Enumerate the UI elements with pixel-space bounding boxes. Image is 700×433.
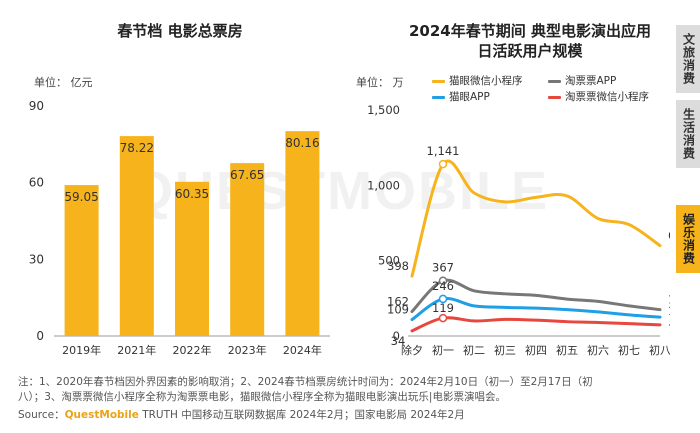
bar-value-label: 78.22 (120, 141, 154, 155)
legend-item-taopiao-app: 淘票票APP (548, 73, 616, 88)
legend-swatch (548, 79, 561, 83)
y-tick-label: 90 (29, 99, 44, 113)
x-tick-label: 初二 (463, 343, 485, 357)
data-label: 119 (432, 301, 454, 315)
data-label: 125 (668, 304, 670, 318)
data-label: 1,141 (427, 144, 460, 158)
x-tick-label: 2024年 (283, 343, 322, 357)
note-line-1: 注：1、2020年春节档因外界因素的影响取消；2、2024春节档票房统计时间为：… (18, 376, 593, 388)
source-prefix: Source： (18, 409, 65, 421)
series-line (410, 316, 662, 333)
legend-label: 淘票票APP (565, 75, 617, 87)
line-chart: 0 500 1,000 1,500 除夕 初一 初二 初三 初四 初五 初六 初七 初八 398 1,141… (367, 103, 670, 357)
legend-label: 淘票票微信小程序 (565, 91, 649, 103)
bar-chart-title: 春节档 电影总票房 (117, 22, 243, 40)
data-label: 175 (668, 293, 670, 307)
x-tick-label: 除夕 (401, 343, 423, 357)
x-tick-label: 2019年 (62, 343, 101, 357)
legend-swatch (548, 95, 561, 99)
series-line (410, 278, 662, 314)
source-text: TRUTH 中国移动互联网数据库 2024年2月；国家电影局 2024年2月 (138, 409, 465, 421)
bar-value-label: 80.16 (285, 136, 319, 150)
bar (175, 181, 209, 336)
bar-chart-unit: 单位： 亿元 (34, 76, 93, 89)
line-chart-title-line1: 2024年春节期间 典型电影演出应用 (409, 22, 651, 40)
side-tab-label: 生活消费 (681, 108, 696, 160)
y-tick-label: 60 (29, 176, 44, 190)
bar (119, 136, 154, 336)
bar-value-label: 60.35 (175, 187, 209, 201)
x-tick-label: 初四 (525, 343, 547, 357)
data-label: 74 (668, 322, 670, 336)
x-tick-label: 2023年 (228, 343, 267, 357)
bar-chart: 0 30 60 90 59.05 2019年 78.22 2021年 60.35 2022年 67.… (29, 99, 330, 357)
bar-value-label: 59.05 (64, 190, 98, 204)
line-chart-title-line2: 日活跃用户规模 (477, 42, 583, 60)
data-label: 367 (432, 261, 454, 275)
source-line: Source：QuestMobile TRUTH 中国移动互联网数据库 2024… (18, 407, 465, 422)
y-tick-label: 0 (393, 329, 400, 343)
x-tick-label: 初五 (556, 343, 578, 357)
legend-swatch (432, 79, 445, 83)
x-tick-label: 初一 (432, 343, 454, 357)
data-label: 162 (387, 295, 409, 309)
side-tab-label: 文旅消费 (681, 33, 696, 85)
series-point (438, 294, 448, 304)
side-tab-label: 娱乐消费 (681, 213, 696, 265)
x-tick-label: 初三 (494, 343, 516, 357)
legend-label: 猫眼APP (449, 91, 490, 103)
bar-value-label: 67.65 (230, 168, 264, 182)
y-tick-label: 1,000 (367, 178, 400, 192)
x-tick-label: 初八 (649, 343, 670, 357)
y-tick-label: 500 (378, 254, 400, 268)
data-label: 398 (387, 259, 409, 273)
bar (230, 163, 265, 336)
series-point (438, 159, 448, 169)
note-line-2: 八）；3、淘票票微信小程序全称为淘票票电影，猫眼微信小程序全称为猫眼电影演出玩乐… (18, 391, 506, 403)
data-label: 600 (668, 229, 670, 243)
series-point (438, 313, 448, 323)
y-tick-label: 30 (29, 252, 44, 266)
x-tick-label: 初六 (587, 343, 609, 357)
side-tab-entertainment[interactable]: 娱乐消费 (676, 205, 700, 273)
x-tick-label: 初七 (618, 343, 640, 357)
bar (285, 131, 320, 336)
series-line (410, 297, 662, 322)
y-tick-label: 1,500 (367, 103, 400, 117)
x-tick-label: 2022年 (173, 343, 212, 357)
series-line (410, 159, 662, 278)
data-label: 109 (387, 303, 409, 317)
bar (64, 185, 99, 336)
legend-item-taopiao-mini: 淘票票微信小程序 (548, 89, 649, 104)
legend-item-maoyan-mini: 猫眼微信小程序 (432, 73, 523, 88)
legend-label: 猫眼微信小程序 (449, 75, 523, 87)
source-brand: QuestMobile (64, 409, 139, 421)
x-tick-label: 2021年 (117, 343, 156, 357)
line-chart-unit: 单位： 万 (356, 76, 404, 89)
data-label: 34 (391, 334, 406, 348)
side-tab-culture-travel[interactable]: 文旅消费 (676, 25, 700, 93)
side-tab-life[interactable]: 生活消费 (676, 100, 700, 168)
y-tick-label: 0 (36, 329, 44, 343)
series-point (438, 276, 448, 285)
legend-item-maoyan-app: 猫眼APP (432, 89, 490, 104)
legend-swatch (432, 95, 445, 99)
data-label: 246 (432, 279, 454, 293)
